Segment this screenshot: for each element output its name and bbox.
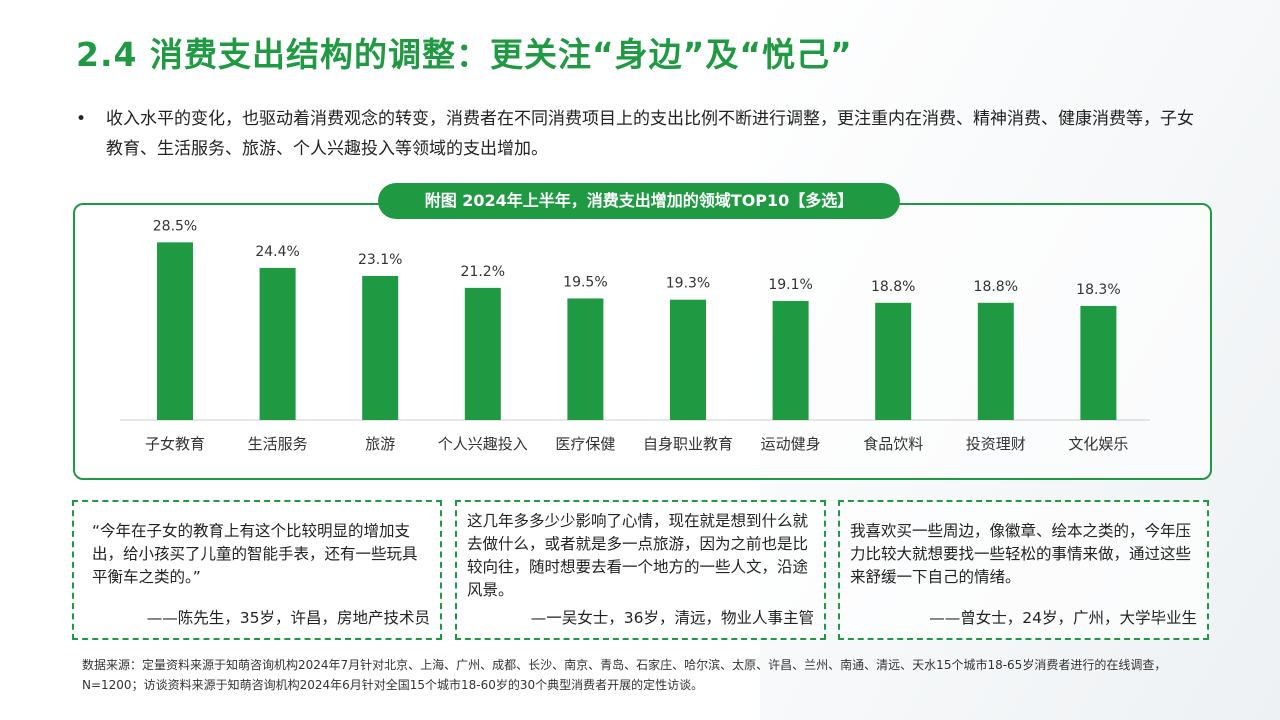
intro-bullet: • 收入水平的变化，也驱动着消费观念的转变，消费者在不同消费项目上的支出比例不断…	[76, 104, 1206, 164]
category-label: 旅游	[365, 435, 395, 453]
slide-title: 2.4 消费支出结构的调整：更关注“身边”及“悦己”	[76, 35, 853, 74]
bar-value-label: 19.5%	[563, 274, 607, 290]
category-label: 生活服务	[248, 435, 308, 453]
quote-text: “今年在子女的教育上有这个比较明显的增加支出，给小孩买了儿童的智能手表，还有一些…	[92, 522, 418, 586]
bar-1	[259, 267, 296, 420]
bar-3	[464, 287, 501, 420]
bullet-text: 收入水平的变化，也驱动着消费观念的转变，消费者在不同消费项目上的支出比例不断进行…	[106, 109, 1194, 159]
bar-value-label: 24.4%	[255, 244, 299, 260]
quote-text: 这几年多多少少影响了心情，现在就是想到什么就去做什么，或者就是多一点旅游，因为之…	[467, 512, 809, 599]
quote-attribution: ——曾女士，24岁，广州，大学毕业生	[929, 609, 1197, 627]
bar-value-label: 18.3%	[1076, 282, 1120, 298]
bar-value-label: 19.1%	[768, 277, 812, 293]
quote-text: 我喜欢买一些周边，像徽章、绘本之类的，今年压力比较大就想要找一些轻松的事情来做，…	[850, 522, 1192, 586]
quote-card-3: 我喜欢买一些周边，像徽章、绘本之类的，今年压力比较大就想要找一些轻松的事情来做，…	[838, 500, 1209, 640]
bullet-marker: •	[76, 109, 87, 129]
data-source-note: 数据来源：定量资料来源于知萌咨询机构2024年7月针对北京、上海、广州、成都、长…	[82, 658, 1167, 692]
bar-chart: 28.5% 子女教育 24.4% 生活服务 23.1% 旅游 21.2% 个人兴趣投入 19.5…	[120, 218, 1150, 453]
bar-8	[977, 302, 1014, 420]
quote-attribution: —一吴女士，36岁，清远，物业人事主管	[530, 609, 814, 627]
bar-value-label: 21.2%	[461, 264, 505, 280]
category-label: 运动健身	[761, 435, 821, 453]
category-label: 医疗保健	[555, 435, 615, 453]
bar-4	[567, 298, 604, 420]
bar-5	[670, 299, 706, 420]
category-label: 食品饮料	[863, 435, 923, 453]
quote-card-1: “今年在子女的教育上有这个比较明显的增加支出，给小孩买了儿童的智能手表，还有一些…	[72, 500, 442, 640]
category-label: 自身职业教育	[643, 435, 733, 453]
category-label: 投资理财	[966, 435, 1026, 453]
bar-6	[772, 300, 809, 420]
category-label: 文化娱乐	[1068, 435, 1128, 453]
quote-card-2: 这几年多多少少影响了心情，现在就是想到什么就去做什么，或者就是多一点旅游，因为之…	[455, 500, 826, 640]
category-label: 个人兴趣投入	[438, 435, 528, 453]
bar-0	[157, 242, 193, 420]
bar-9	[1080, 305, 1117, 420]
bar-2	[362, 276, 399, 420]
bar-value-label: 19.3%	[666, 276, 710, 292]
chart-title: 附图 2024年上半年，消费支出增加的领域TOP10【多选】	[378, 183, 900, 219]
bar-value-label: 23.1%	[358, 252, 402, 268]
bar-value-label: 18.8%	[974, 279, 1018, 295]
bar-value-label: 18.8%	[871, 279, 915, 295]
bar-7	[875, 302, 912, 420]
category-label: 子女教育	[145, 435, 205, 453]
quote-attribution: ——陈先生，35岁，许昌，房地产技术员	[146, 609, 430, 627]
bar-value-label: 28.5%	[153, 218, 197, 234]
